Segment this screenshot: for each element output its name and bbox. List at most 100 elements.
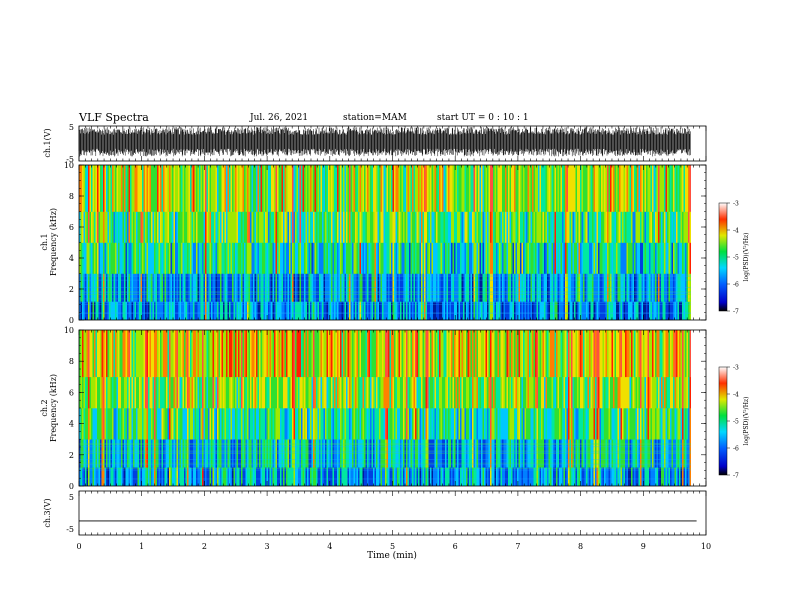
spec-cell: [502, 467, 504, 486]
spec-cell: [269, 408, 272, 440]
spec-cell: [644, 165, 647, 212]
spec-cell: [316, 242, 318, 274]
spec-cell: [655, 467, 657, 486]
spec-cell: [194, 467, 197, 486]
spec-cell: [209, 467, 212, 486]
spec-cell: [487, 408, 489, 440]
spec-cell: [518, 165, 521, 212]
spec-cell: [448, 439, 450, 468]
spec-cell: [569, 376, 572, 409]
spec-cell: [538, 301, 540, 320]
colorbar-tick-label: -3: [733, 201, 739, 208]
spec-cell: [424, 376, 426, 409]
spec-cell: [470, 408, 473, 440]
spec-cell: [298, 439, 300, 468]
spec-cell: [418, 330, 420, 378]
spec-cell: [98, 467, 101, 486]
spec-cell: [532, 467, 534, 486]
spec-cell: [680, 242, 683, 274]
spec-cell: [442, 330, 444, 378]
spec-cell: [313, 301, 315, 320]
spec-cell: [166, 467, 168, 486]
spec-cell: [628, 242, 630, 274]
spec-cell: [679, 330, 681, 378]
spec-cell: [347, 242, 350, 274]
spec-cell: [584, 242, 587, 274]
spec-cell: [659, 211, 662, 243]
spec-cell: [269, 301, 272, 320]
spec-cell: [524, 467, 527, 486]
spec-cell: [649, 301, 651, 320]
spec-cell: [631, 467, 633, 486]
spec-cell: [346, 467, 348, 486]
spec-cell: [418, 408, 420, 440]
spec-cell: [230, 211, 233, 243]
spec-cell: [665, 211, 668, 243]
spec-cell: [194, 330, 197, 378]
spec-cell: [89, 330, 92, 378]
spec-cell: [476, 467, 479, 486]
spec-cell: [607, 408, 609, 440]
spec-cell: [442, 242, 444, 274]
spec-cell: [656, 467, 659, 486]
spec-cell: [196, 439, 198, 468]
spec-cell: [298, 408, 300, 440]
spec-cell: [284, 301, 287, 320]
spec-cell: [491, 439, 494, 468]
spec-cell: [494, 242, 497, 274]
spec-cell: [107, 301, 110, 320]
spec-cell: [602, 376, 605, 409]
spec-cell: [301, 467, 303, 486]
spec-cell: [616, 439, 618, 468]
spec-cell: [647, 301, 650, 320]
spec-cell: [524, 242, 527, 274]
spec-cell: [478, 301, 480, 320]
spec-cell: [481, 439, 483, 468]
spec-cell: [643, 242, 645, 274]
spec-cell: [418, 376, 420, 409]
spec-cell: [679, 165, 681, 212]
spec-cell: [364, 467, 366, 486]
spec-cell: [407, 408, 410, 440]
spec-cell: [278, 165, 281, 212]
spec-cell: [664, 165, 666, 212]
spec-cell: [272, 211, 275, 243]
spec-cell: [296, 439, 299, 468]
spec-cell: [350, 242, 353, 274]
spec-cell: [434, 301, 437, 320]
spec-cell: [662, 165, 665, 212]
spec-cell: [547, 467, 549, 486]
spec-cell: [434, 408, 437, 440]
spec-cell: [266, 408, 269, 440]
spec-cell: [527, 330, 530, 378]
spec-cell: [565, 376, 567, 409]
spec-cell: [671, 376, 674, 409]
spec-cell: [386, 330, 389, 378]
spec-cell: [220, 165, 222, 212]
spec-cell: [334, 376, 336, 409]
spec-cell: [602, 439, 605, 468]
spec-cell: [284, 408, 287, 440]
spec-cell: [209, 301, 212, 320]
spec-cell: [343, 376, 345, 409]
spec-cell: [166, 211, 168, 243]
spec-cell: [215, 211, 218, 243]
spec-cell: [146, 301, 149, 320]
spec-cell: [509, 301, 512, 320]
spec-cell: [529, 439, 531, 468]
spec-cell: [86, 330, 89, 378]
spec-cell: [112, 408, 114, 440]
spec-cell: [455, 165, 458, 212]
spec-cell: [253, 408, 255, 440]
spec-cell: [679, 301, 681, 320]
spec-cell: [208, 330, 210, 378]
spec-cell: [265, 242, 267, 274]
spec-cell: [587, 165, 590, 212]
spec-cell: [382, 330, 384, 378]
spec-cell: [121, 165, 123, 212]
spec-cell: [512, 242, 515, 274]
spec-cell: [127, 211, 129, 243]
spec-cell: [679, 376, 681, 409]
spec-cell: [236, 301, 239, 320]
spec-cell: [385, 165, 387, 212]
